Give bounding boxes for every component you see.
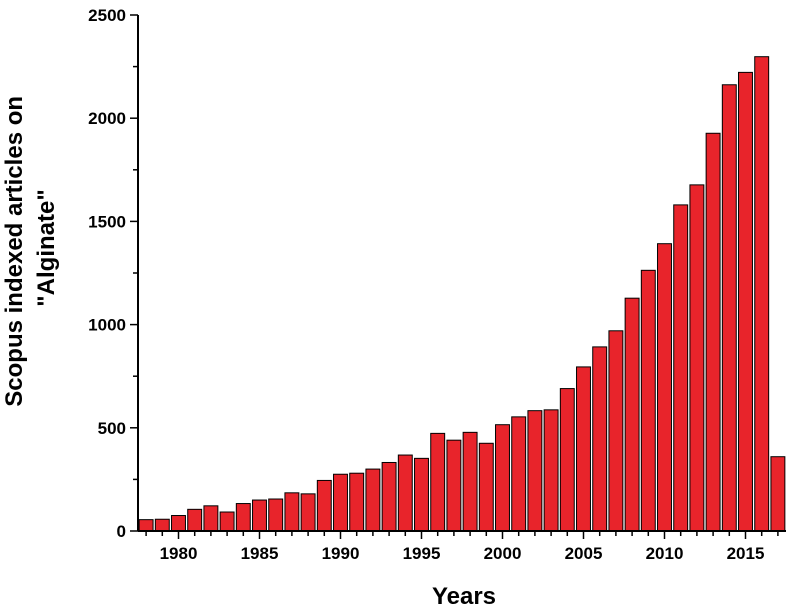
y-tick-label: 1000 (88, 316, 126, 335)
y-axis-title: Scopus indexed articles on "Alginate" (1, 89, 60, 406)
bar-1993 (381, 461, 397, 532)
bar-2004 (559, 388, 575, 532)
x-tick-label: 2010 (646, 544, 684, 563)
bar-1999 (478, 442, 494, 532)
bar-1982 (203, 505, 219, 532)
ticks-group: 0 500 1000 1500 2000 2500 1980 1985 1990 1995 2000… (88, 6, 779, 563)
bar-1995 (414, 457, 429, 532)
x-tick-label: 2015 (727, 544, 765, 563)
bar-1992 (365, 468, 381, 532)
bar-1988 (300, 493, 316, 532)
bar-1991 (349, 472, 365, 532)
bar-1994 (397, 454, 413, 532)
x-tick-label: 1990 (322, 544, 360, 563)
bar-2007 (608, 330, 624, 532)
bar-2002 (527, 410, 543, 532)
axes-group (137, 15, 786, 532)
x-tick-label: 2000 (484, 544, 522, 563)
x-tick-label: 1995 (403, 544, 441, 563)
x-tick-label: 1985 (241, 544, 279, 563)
bar-2014 (721, 84, 737, 532)
bar-2013 (705, 132, 721, 532)
y-tick-label: 2000 (88, 109, 126, 128)
bar-1989 (316, 479, 332, 532)
y-tick-label: 0 (117, 522, 126, 541)
bar-2008 (624, 297, 640, 532)
bar-1990 (333, 473, 348, 532)
y-axis-title-line-1: Scopus indexed articles on (1, 96, 28, 407)
bar-2015 (738, 71, 753, 532)
bar-2001 (511, 416, 527, 532)
bar-2017 (770, 456, 786, 532)
y-tick-label: 1500 (88, 212, 126, 231)
bar-1984 (235, 503, 251, 532)
bar-1987 (284, 492, 300, 532)
bar-1981 (187, 508, 203, 532)
bar-2011 (673, 204, 689, 532)
bar-2003 (543, 409, 559, 532)
x-axis-title: Years (432, 583, 496, 610)
bar-1983 (219, 511, 235, 532)
bar-1978 (138, 519, 154, 532)
bar-1996 (430, 432, 446, 532)
bar-1979 (154, 518, 170, 532)
bar-2010 (657, 243, 672, 532)
x-tick-label: 1980 (160, 544, 198, 563)
bar-1985 (252, 499, 267, 532)
bar-2006 (592, 346, 608, 532)
bar-1986 (268, 498, 284, 532)
bar-1998 (462, 431, 478, 532)
bar-2012 (689, 184, 705, 532)
bar-1997 (446, 439, 462, 532)
bar-2009 (640, 269, 656, 532)
bar-2005 (576, 366, 591, 532)
y-tick-label: 500 (98, 419, 126, 438)
x-tick-label: 2005 (565, 544, 603, 563)
y-axis-title-line-2: "Alginate" (33, 189, 60, 306)
bar-2000 (495, 424, 510, 532)
bar-2016 (754, 56, 770, 532)
y-tick-label: 2500 (88, 6, 126, 25)
bars-group (138, 56, 786, 532)
bar-1980 (171, 515, 186, 532)
